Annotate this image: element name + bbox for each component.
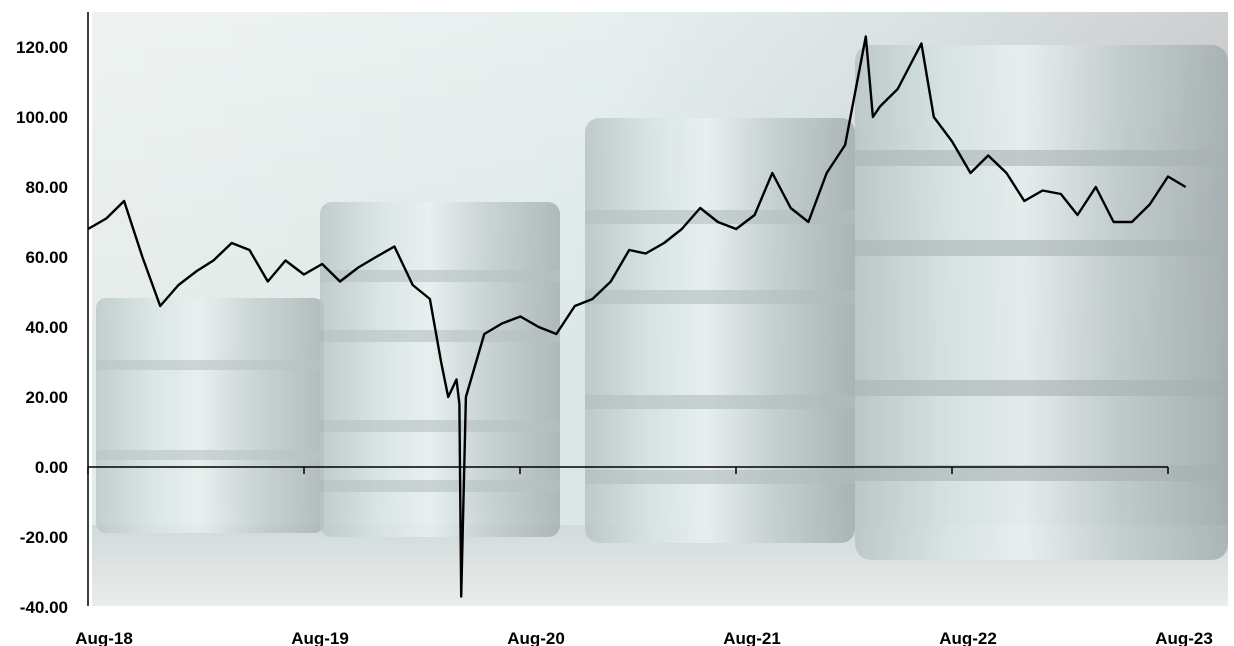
x-tick-marks [87,467,1169,474]
y-tick-label: 60.00 [25,248,68,267]
y-tick-label: 20.00 [25,388,68,407]
y-tick-label: -20.00 [20,528,68,547]
x-tick-label: Aug-22 [939,629,997,646]
x-tick-label: Aug-23 [1155,629,1213,646]
y-tick-label: 120.00 [16,38,68,57]
price-series-line [87,35,1187,598]
y-tick-label: 100.00 [16,108,68,127]
y-tick-label: -40.00 [20,598,68,617]
y-tick-label: 0.00 [35,458,68,477]
barrel-icon [320,202,560,537]
x-tick-label: Aug-18 [75,629,133,646]
x-tick-label: Aug-21 [723,629,781,646]
x-tick-labels: Aug-18 Aug-19 Aug-20 Aug-21 Aug-22 Aug-23 [75,629,1213,646]
y-tick-labels: 120.00 100.00 80.00 60.00 40.00 20.00 0.00 -20.… [16,38,68,617]
y-tick-label: 40.00 [25,318,68,337]
x-tick-label: Aug-19 [291,629,349,646]
background-photo [92,12,1228,606]
barrel-icon [855,45,1228,560]
barrel-icon [585,118,855,543]
barrel-icon [96,298,324,533]
x-tick-label: Aug-20 [507,629,565,646]
y-tick-label: 80.00 [25,178,68,197]
